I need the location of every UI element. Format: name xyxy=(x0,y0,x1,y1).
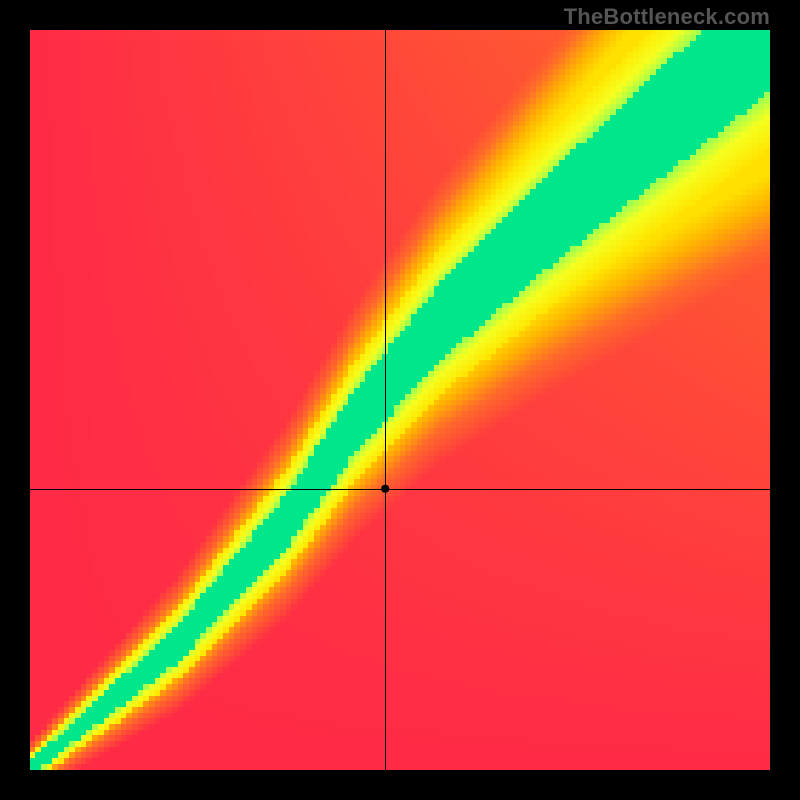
watermark-text: TheBottleneck.com xyxy=(564,4,770,30)
bottleneck-heatmap xyxy=(30,30,770,770)
